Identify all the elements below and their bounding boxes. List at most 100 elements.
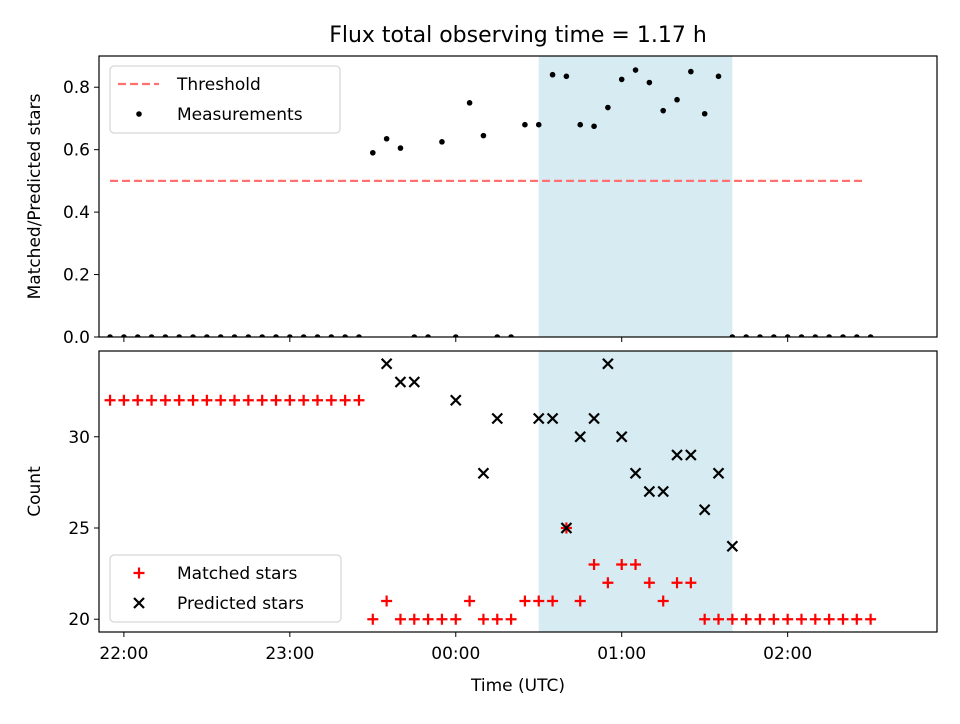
y-axis-label-bottom: Count <box>25 466 45 517</box>
measurement-point <box>190 334 196 337</box>
matched-star-point <box>519 595 531 607</box>
matched-star-point <box>713 613 725 625</box>
plot-area-bottom <box>104 357 877 625</box>
measurement-point <box>466 100 473 106</box>
predicted-star-point <box>560 522 573 534</box>
matched-star-point <box>740 613 752 625</box>
y-tick-label-top: 0.4 <box>63 203 90 223</box>
measurement-point <box>300 334 307 337</box>
y-axis-label-top: Matched/Predicted stars <box>25 93 45 299</box>
measurement-point <box>771 334 777 337</box>
measurement-point <box>383 135 390 142</box>
matched-star-point <box>367 613 379 625</box>
predicted-star-point <box>657 485 669 498</box>
matched-star-point <box>270 394 282 406</box>
measurement-point <box>743 334 749 337</box>
predicted-star-point <box>491 412 504 425</box>
legend-box-bottom <box>109 554 342 623</box>
predicted-star-point <box>477 467 490 480</box>
measurement-point <box>204 334 210 337</box>
predicted-star-point <box>629 467 642 480</box>
measurement-point <box>356 334 362 337</box>
measurement-point <box>425 334 431 337</box>
measurement-point <box>494 334 501 337</box>
measurement-point <box>715 73 722 80</box>
measurement-point <box>729 334 736 337</box>
matched-star-point <box>547 595 559 607</box>
measurement-point <box>245 334 252 337</box>
matched-star-point <box>768 613 780 625</box>
predicted-star-point <box>408 376 421 388</box>
measurement-point <box>591 123 597 130</box>
matched-star-point <box>242 394 254 406</box>
measurement-point <box>535 121 542 128</box>
matched-star-point <box>602 577 614 589</box>
measurement-point <box>660 107 666 114</box>
legend-label-bottom: Matched stars <box>177 564 297 584</box>
legend-predicted-swatch <box>133 597 145 609</box>
observing-span-bottom <box>538 351 733 632</box>
matched-star-point <box>146 394 158 406</box>
measurement-point <box>162 334 169 337</box>
legend-label-top: Measurements <box>177 105 303 125</box>
measurement-point <box>342 334 348 337</box>
matched-star-point <box>132 394 144 406</box>
measurement-point <box>632 67 639 73</box>
matched-star-point <box>215 394 227 406</box>
measurement-point <box>618 76 625 83</box>
predicted-star-point <box>546 412 559 425</box>
matched-star-point <box>754 613 766 625</box>
measurement-point <box>563 73 570 80</box>
matched-star-point <box>173 394 185 406</box>
matched-star-point <box>118 394 130 406</box>
matched-star-point <box>616 558 628 570</box>
matched-star-point <box>685 577 697 589</box>
measurement-point <box>480 132 487 139</box>
legend-matched-swatch <box>133 567 145 579</box>
y-tick-label-bottom: 20 <box>68 610 90 630</box>
matched-star-point <box>450 613 462 625</box>
measurement-point <box>134 334 141 337</box>
measurement-point <box>508 334 514 337</box>
measurement-point <box>812 334 819 337</box>
legend-measurement-swatch <box>136 111 142 117</box>
y-tick-label-bottom: 25 <box>68 519 90 539</box>
predicted-star-point <box>698 503 711 516</box>
matched-star-point <box>643 577 655 589</box>
matched-star-point <box>782 613 794 625</box>
measurement-point <box>121 334 127 337</box>
measurement-point <box>674 96 680 103</box>
matched-star-point <box>187 394 199 406</box>
measurement-point <box>439 139 445 145</box>
measurement-point <box>273 334 279 337</box>
measurement-point <box>798 334 805 337</box>
measurement-point <box>549 71 556 78</box>
matched-star-point <box>325 394 337 406</box>
matched-star-point <box>422 613 434 625</box>
y-tick-label-bottom: 30 <box>68 428 90 448</box>
legend-bottom: Matched stars Predicted stars <box>109 554 342 623</box>
axes-frame-bottom <box>98 350 938 633</box>
matched-star-point <box>436 613 448 625</box>
predicted-star-point <box>394 376 407 388</box>
matched-star-point <box>630 558 642 570</box>
measurement-point <box>522 121 528 128</box>
matched-star-point <box>699 613 711 625</box>
matched-star-point <box>795 613 807 625</box>
x-tick-label: 02:00 <box>763 644 812 664</box>
measurement-point <box>840 334 846 337</box>
matched-star-point <box>284 394 296 406</box>
matched-star-point <box>229 394 241 406</box>
matched-star-point <box>533 595 545 607</box>
predicted-star-point <box>615 430 628 443</box>
matched-star-point <box>298 394 310 406</box>
predicted-star-point <box>602 357 614 370</box>
measurement-point <box>688 68 694 75</box>
predicted-star-point <box>574 430 587 443</box>
matched-star-point <box>505 613 517 625</box>
measurement-point <box>452 334 459 337</box>
legend-label-top: Threshold <box>176 75 261 95</box>
measurement-point <box>370 149 376 156</box>
measurement-point <box>231 334 238 337</box>
matched-star-point <box>823 613 835 625</box>
